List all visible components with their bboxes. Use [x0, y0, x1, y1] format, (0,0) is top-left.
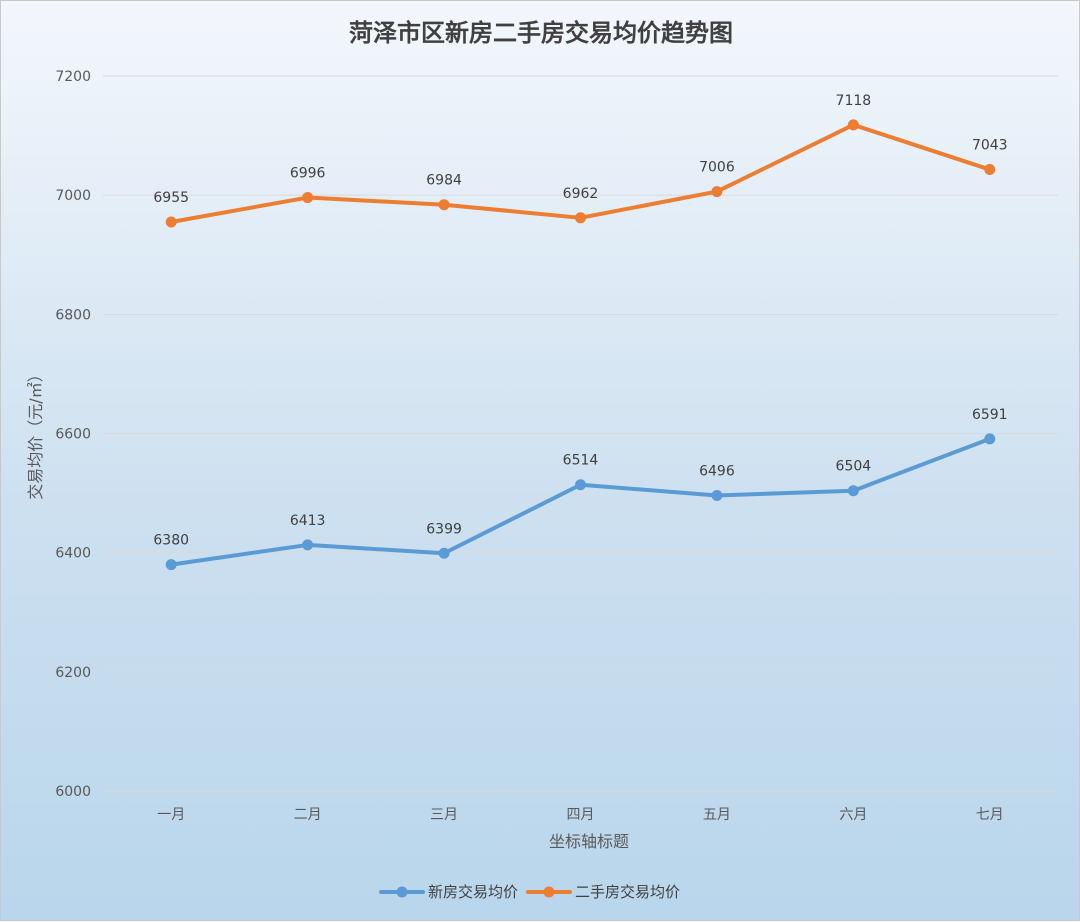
data-point [575, 479, 586, 491]
data-label: 7118 [836, 93, 872, 109]
legend-marker [543, 886, 555, 898]
legend-label: 二手房交易均价 [575, 883, 680, 901]
data-point [847, 119, 859, 131]
data-label: 6996 [290, 166, 326, 182]
x-tick-label: 三月 [430, 807, 458, 823]
y-tick-label: 6800 [55, 307, 91, 323]
data-point [438, 547, 450, 559]
legend: 新房交易均价 二手房交易均价 [379, 883, 680, 901]
data-point [165, 216, 177, 228]
x-tick-label: 五月 [703, 807, 731, 823]
series-2: 6955 6996 6984 6962 7006 7118 7043 [153, 93, 1008, 228]
legend-label: 新房交易均价 [428, 883, 518, 901]
gridlines [103, 75, 1058, 792]
chart-title: 菏泽市区新房二手房交易均价趋势图 [349, 18, 733, 47]
y-tick-label: 7000 [55, 188, 91, 204]
y-tick-label: 6000 [55, 784, 91, 800]
x-tick-label: 七月 [976, 807, 1004, 823]
data-label: 6962 [563, 186, 599, 202]
data-label: 6504 [836, 459, 872, 475]
data-label: 7006 [699, 160, 735, 176]
data-point [984, 433, 996, 445]
data-label: 6955 [153, 190, 189, 206]
data-point [165, 559, 177, 571]
data-label: 6591 [972, 407, 1008, 423]
data-point [847, 485, 859, 497]
y-axis-ticks: 6000 6200 6400 6600 6800 7000 7200 [55, 69, 91, 800]
x-axis-ticks: 一月 二月 三月 四月 五月 六月 七月 [157, 807, 1004, 823]
y-axis-title: 交易均价（元/㎡） [26, 366, 45, 499]
y-tick-label: 7200 [55, 69, 91, 85]
data-point [984, 164, 996, 176]
data-label: 6413 [290, 513, 326, 529]
data-point [302, 192, 314, 204]
x-axis-title: 坐标轴标题 [549, 832, 629, 851]
x-tick-label: 六月 [839, 807, 867, 823]
data-label: 6496 [699, 463, 735, 479]
y-tick-label: 6200 [55, 665, 91, 681]
data-label: 6380 [153, 533, 189, 549]
data-label: 7043 [972, 138, 1008, 154]
data-point [575, 212, 586, 224]
y-tick-label: 6400 [55, 546, 91, 562]
series-1: 6380 6413 6399 6514 6496 6504 6591 [153, 407, 1008, 571]
data-point [711, 489, 723, 501]
y-tick-label: 6600 [55, 427, 91, 443]
x-tick-label: 二月 [294, 807, 322, 823]
data-label: 6984 [426, 173, 462, 189]
legend-marker [396, 886, 408, 898]
data-point [438, 199, 450, 211]
x-tick-label: 一月 [157, 807, 185, 823]
data-point [711, 186, 723, 198]
data-point [302, 539, 314, 551]
data-label: 6514 [563, 453, 599, 469]
data-label: 6399 [426, 521, 462, 537]
series-group: 6380 6413 6399 6514 6496 6504 6591 6955 6996 6984… [153, 93, 1008, 571]
x-tick-label: 四月 [567, 807, 595, 823]
